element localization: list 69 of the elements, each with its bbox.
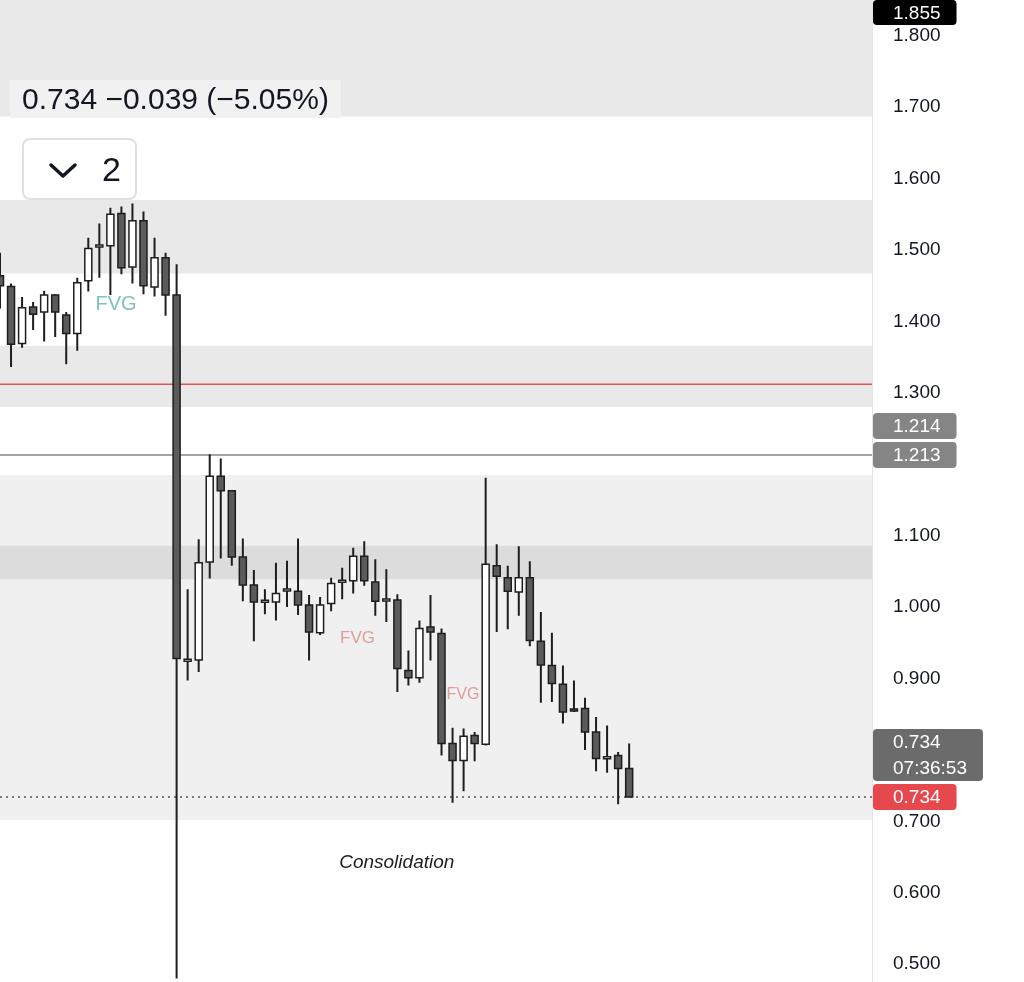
band-label: Consolidation [339, 851, 455, 873]
candlestick [50, 294, 60, 339]
candlestick [271, 561, 281, 622]
candlestick [73, 276, 82, 352]
text: 1.855 [893, 1, 941, 23]
y-tick-label: 1.800 [893, 23, 941, 45]
candlestick [95, 222, 104, 279]
candlestick [161, 251, 170, 317]
candlestick [393, 593, 402, 694]
candlestick [580, 696, 590, 751]
candlestick [106, 206, 115, 296]
annotation: 2 [102, 149, 121, 189]
y-tick-label: 1.100 [893, 523, 941, 545]
candlestick [28, 301, 38, 331]
y-tick-label: 1.000 [893, 595, 941, 617]
annotation: FVG [340, 627, 375, 647]
candlestick [216, 457, 226, 560]
ref-line-label: 0.734 [893, 786, 941, 808]
annotation: FVG [446, 684, 480, 702]
candlestick [249, 568, 259, 643]
candlestick [17, 296, 27, 349]
candlestick [492, 543, 501, 634]
y-tick-label: 1.400 [893, 309, 941, 331]
y-tick-label: 1.500 [893, 238, 941, 260]
candlestick [128, 202, 137, 285]
y-tick-label: 0.500 [893, 952, 941, 974]
candlestick [348, 546, 358, 595]
candlestick [293, 537, 303, 616]
candlestick [514, 545, 524, 617]
annotation: FVG [95, 291, 137, 314]
ref-line-label: 1.213 [893, 444, 941, 466]
candlestick [591, 716, 601, 773]
candlestick [360, 540, 369, 587]
candlestick [547, 631, 557, 704]
candlestick [371, 558, 380, 617]
text: 0.734 [893, 731, 941, 753]
candlestick [150, 236, 159, 298]
candlestick [536, 611, 546, 704]
candlestick [61, 311, 71, 366]
candlestick [183, 588, 192, 682]
text: 0.734 −0.039 (−5.05%) [10, 80, 341, 118]
candlestick [470, 731, 479, 763]
candlestick [39, 289, 49, 343]
candlestick [238, 537, 248, 603]
candlestick [139, 210, 148, 296]
y-tick-label: 1.600 [893, 166, 941, 188]
candlestick [84, 236, 93, 293]
candlestick [558, 664, 568, 725]
candlestick [569, 679, 579, 712]
candlestick [194, 538, 203, 674]
text: 07:36:53 [893, 757, 967, 779]
text: 1.214 [893, 415, 941, 437]
y-tick-label: 0.700 [893, 809, 941, 831]
y-tick-label: 1.700 [893, 95, 941, 117]
candlestick [503, 564, 512, 631]
candlestick [437, 627, 446, 757]
dropdown-button: 2 [22, 138, 137, 200]
candlestick [404, 649, 413, 687]
candlestick [426, 593, 435, 662]
candlestick [282, 559, 292, 609]
candlestick [459, 727, 468, 793]
y-tick-label: 0.900 [893, 666, 941, 688]
candlestick [304, 593, 314, 662]
candlestick [382, 568, 391, 624]
y-tick-label: 0.600 [893, 880, 941, 902]
candlestick [6, 282, 16, 369]
candlestick [205, 453, 214, 580]
y-tick-label: 1.300 [893, 381, 941, 403]
candlestick [525, 560, 535, 648]
